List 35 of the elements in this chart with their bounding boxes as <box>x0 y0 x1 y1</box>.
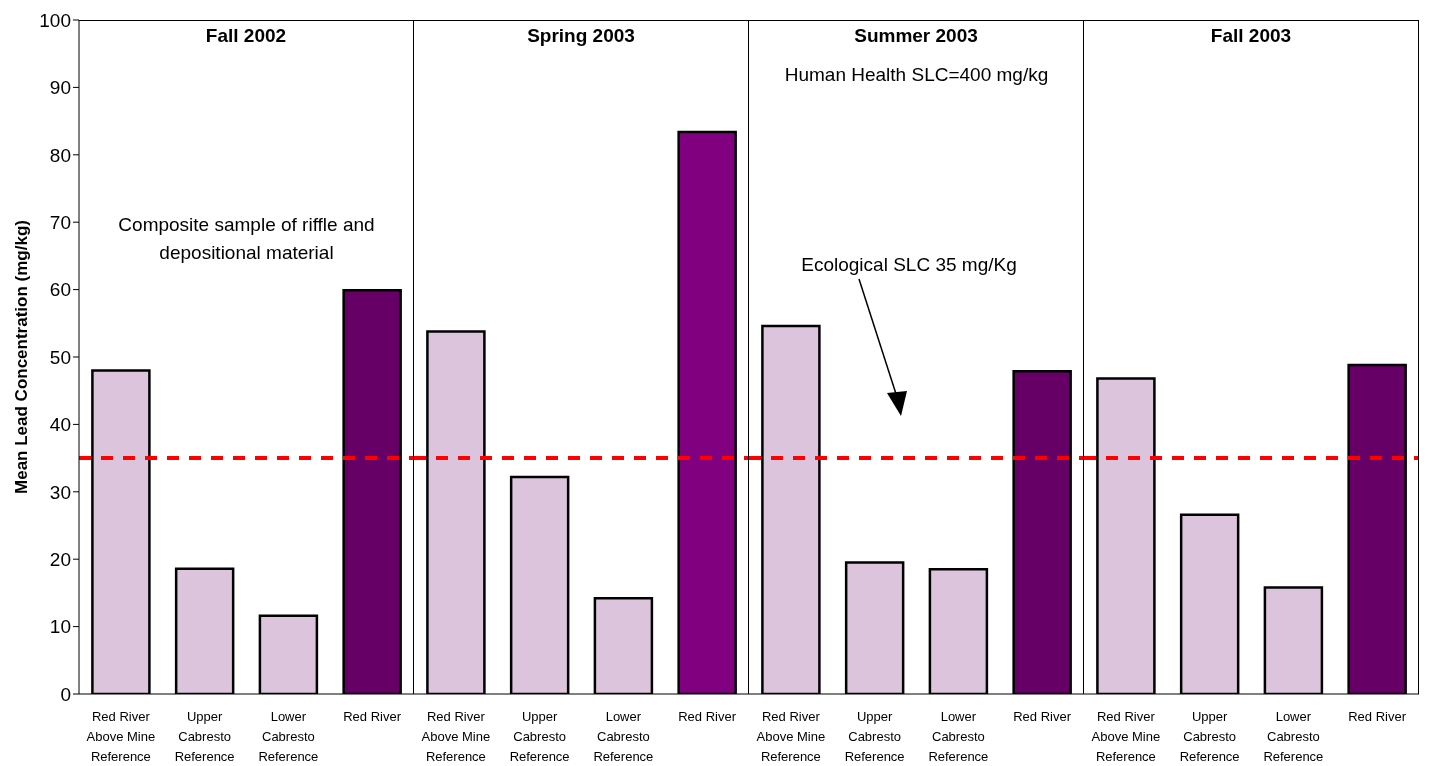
x-tick-label: Red River <box>1348 709 1407 724</box>
x-tick-label: Red River Above Mine Reference <box>421 709 491 764</box>
annotation: Composite sample of riffle and depositional material <box>117 213 376 265</box>
y-tick-label: 100 <box>39 9 71 31</box>
chart-title: Fall 2002 <box>204 25 288 47</box>
y-tick-label: 30 <box>49 481 71 503</box>
x-tick-label: Upper Cabresto Reference <box>1179 709 1240 764</box>
x-tick-label: Lower Cabresto Reference <box>928 709 989 764</box>
annotation: Ecological SLC 35 mg/Kg <box>800 254 1018 276</box>
y-tick-label: 90 <box>49 77 71 99</box>
y-tick-label: 0 <box>60 683 71 705</box>
y-tick-label: 80 <box>49 144 71 166</box>
x-tick-label: Lower Cabresto Reference <box>258 709 319 764</box>
chart-title: Summer 2003 <box>853 25 979 47</box>
annotation: Human Health SLC=400 mg/kg <box>783 63 1050 87</box>
y-tick-label: 20 <box>49 548 71 570</box>
y-tick-label: 60 <box>49 279 71 301</box>
x-tick-label: Red River Above Mine Reference <box>756 709 826 764</box>
x-tick-label: Upper Cabresto Reference <box>844 709 905 764</box>
x-tick-label: Red River <box>678 709 737 724</box>
x-tick-label: Upper Cabresto Reference <box>509 709 570 764</box>
x-tick-label: Lower Cabresto Reference <box>593 709 654 764</box>
x-tick-label: Red River Above Mine Reference <box>1091 709 1161 764</box>
y-tick-label: 40 <box>49 414 71 436</box>
x-tick-label: Red River Above Mine Reference <box>86 709 156 764</box>
x-tick-label: Red River <box>1013 709 1072 724</box>
y-tick-label: 10 <box>49 616 71 638</box>
y-tick-label: 70 <box>49 211 71 233</box>
x-tick-label: Upper Cabresto Reference <box>174 709 235 764</box>
y-tick-label: 50 <box>49 346 71 368</box>
chart-title: Spring 2003 <box>526 25 636 47</box>
x-tick-label: Lower Cabresto Reference <box>1263 709 1324 764</box>
y-axis-title: Mean Lead Concentration (mg/kg) <box>12 220 32 494</box>
x-tick-label: Red River <box>343 709 402 724</box>
chart-title: Fall 2003 <box>1209 25 1293 47</box>
